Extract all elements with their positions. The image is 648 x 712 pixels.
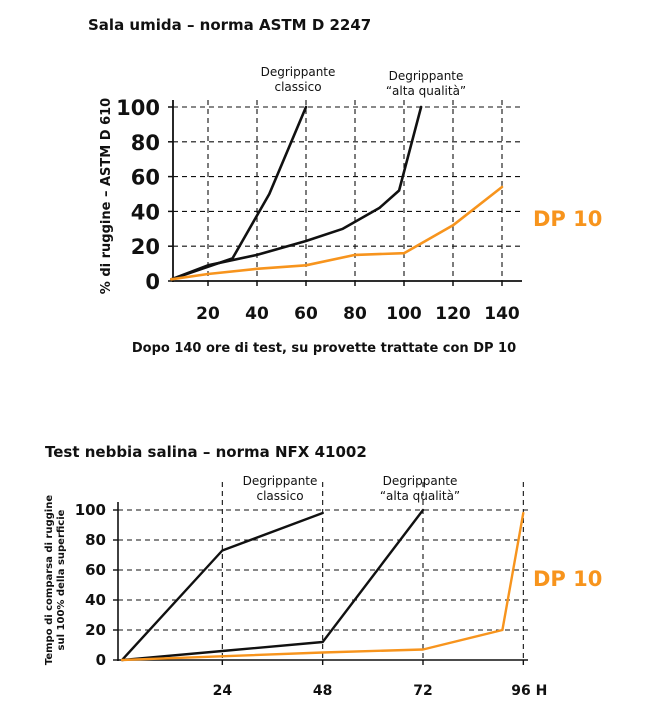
chart-1-y-tick-label: 60 <box>131 166 160 190</box>
chart-1-y-tick-label: 80 <box>131 131 160 155</box>
chart-2-x-tick-label: 48 <box>313 683 332 699</box>
chart-2-x-tick-label: 24 <box>213 683 233 699</box>
chart-1-y-ticks: 0 20 40 60 80 100 <box>116 96 160 294</box>
chart-2-y-ticks: 0 20 40 60 80 100 <box>75 501 106 669</box>
chart-2-label-alta-line2: “alta qualità” <box>380 489 460 503</box>
chart-2-y-tick-label: 0 <box>96 651 106 669</box>
chart-1-x-tick-label: 100 <box>386 304 422 324</box>
chart-2-series-line-0 <box>120 511 324 662</box>
chart-1-y-tick-label: 40 <box>131 200 160 224</box>
chart-2-x-tick-label: 72 <box>413 683 432 699</box>
chart-sala-umida: Sala umida – norma ASTM D 2247 0 20 40 60 80… <box>88 16 602 356</box>
chart-1-label-classico-line1: Degrippante <box>261 65 336 79</box>
chart-2-y-tick-label: 100 <box>75 501 106 519</box>
chart-1-y-tick-label: 20 <box>131 235 160 259</box>
chart-1-x-tick-label: 80 <box>343 304 367 324</box>
chart-1-xlabel: Dopo 140 ore di test, su provette tratta… <box>132 341 516 356</box>
chart-1-x-ticks: 20 40 60 80 100 120 140 <box>196 304 520 324</box>
chart-2-grid <box>118 482 528 660</box>
chart-nebbia-salina: Test nebbia salina – norma NFX 41002 0 20… <box>44 443 602 699</box>
chart-2-series-line-1 <box>120 508 425 662</box>
chart-2-y-tick-label: 80 <box>85 531 106 549</box>
chart-2-series-line-2 <box>120 511 525 662</box>
chart-1-title: Sala umida – norma ASTM D 2247 <box>88 16 371 34</box>
chart-2-y-tick-label: 20 <box>85 621 106 639</box>
chart-2-ylabel-line2: sul 100% della superficie <box>56 509 67 650</box>
chart-2-title: Test nebbia salina – norma NFX 41002 <box>45 443 367 461</box>
chart-1-ylabel: % di ruggine – ASTM D 610 <box>99 98 114 294</box>
chart-1-label-alta-line1: Degrippante <box>389 69 464 83</box>
chart-1-series-line-1 <box>170 105 423 281</box>
chart-1-series-line-0 <box>170 105 308 281</box>
chart-2-y-tick-label: 40 <box>85 591 106 609</box>
chart-2-label-classico-line2: classico <box>256 489 303 503</box>
chart-2-x-ticks: 24 48 72 96 H <box>213 683 548 699</box>
chart-2-x-tick-label: 96 H <box>511 683 547 699</box>
chart-1-series-line-2 <box>170 185 504 281</box>
chart-1-x-tick-label: 40 <box>245 304 269 324</box>
chart-1-y-tick-label: 0 <box>145 270 160 294</box>
chart-1-label-dp10: DP 10 <box>533 207 602 231</box>
chart-2-ylabel-line1: Tempo di comparsa di ruggine <box>44 495 55 665</box>
chart-1-lines <box>170 105 504 281</box>
chart-1-x-tick-label: 140 <box>484 304 520 324</box>
chart-1-label-classico-line2: classico <box>274 80 321 94</box>
chart-2-label-dp10: DP 10 <box>533 567 602 591</box>
chart-1-y-tick-label: 100 <box>116 96 160 120</box>
chart-2-lines <box>120 508 525 662</box>
chart-1-x-tick-label: 120 <box>435 304 471 324</box>
chart-2-label-classico-line1: Degrippante <box>243 474 318 488</box>
chart-1-label-alta-line2: “alta qualità” <box>386 84 466 98</box>
chart-1-axes <box>168 100 522 286</box>
chart-1-x-tick-label: 60 <box>294 304 318 324</box>
chart-2-axes <box>113 502 528 665</box>
chart-2-label-alta-line1: Degrippante <box>383 474 458 488</box>
chart-1-grid <box>173 100 522 281</box>
chart-1-x-tick-label: 20 <box>196 304 220 324</box>
chart-2-y-tick-label: 60 <box>85 561 106 579</box>
